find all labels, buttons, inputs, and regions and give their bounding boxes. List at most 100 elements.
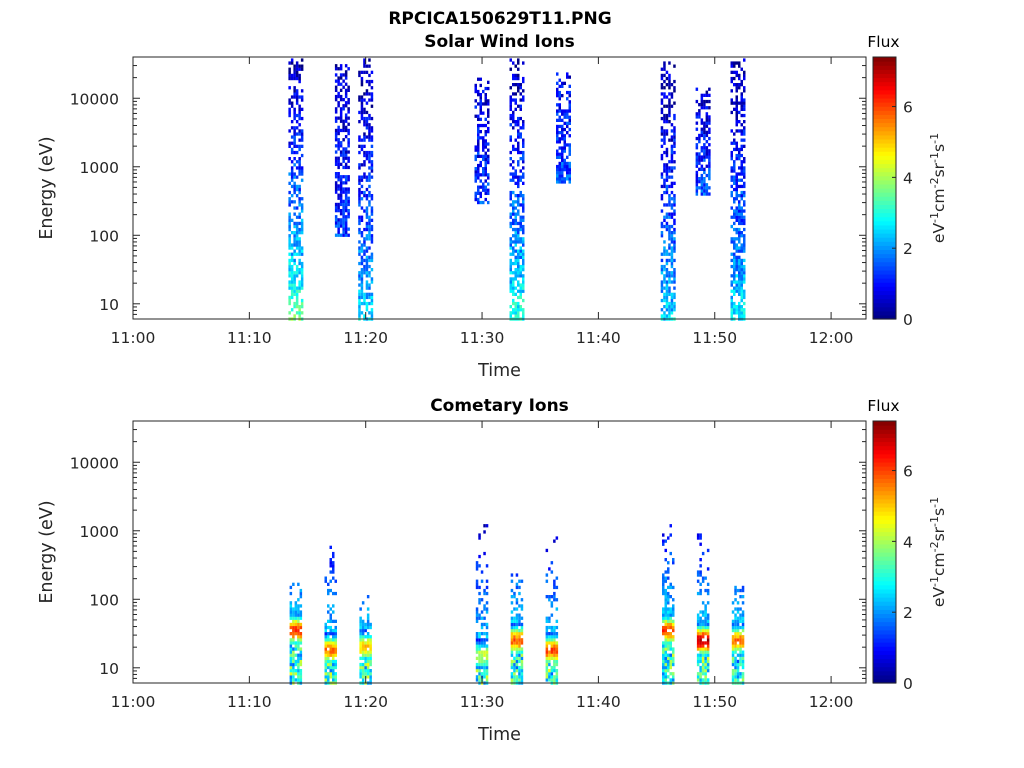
flux-cell — [731, 656, 735, 660]
flux-cell — [514, 243, 517, 247]
flux-cell — [366, 616, 370, 620]
flux-cell — [735, 187, 738, 192]
flux-cell — [479, 102, 482, 106]
flux-cell — [704, 613, 707, 617]
flux-cell — [359, 650, 362, 654]
flux-cell — [548, 678, 551, 682]
flux-cell — [738, 227, 741, 232]
flux-cell — [337, 104, 340, 108]
flux-cell — [365, 264, 369, 269]
flux-cell — [344, 221, 348, 225]
flux-cell — [741, 641, 745, 645]
flux-cell — [668, 314, 671, 318]
flux-cell — [512, 116, 515, 121]
flux-cell — [480, 632, 484, 636]
flux-cell — [344, 156, 348, 160]
flux-cell — [668, 289, 671, 293]
flux-cell — [668, 246, 671, 250]
flux-cell — [512, 120, 515, 124]
flux-cell — [518, 665, 521, 670]
flux-cell — [514, 255, 517, 259]
flux-cell — [337, 205, 340, 210]
flux-cell — [740, 166, 743, 170]
flux-cell — [743, 120, 746, 124]
flux-cell — [738, 292, 741, 296]
flux-cell — [735, 209, 738, 213]
flux-cell — [337, 233, 340, 237]
flux-cell — [669, 656, 672, 660]
colorbar-band — [873, 629, 896, 635]
flux-cell — [327, 625, 330, 630]
flux-cell — [329, 641, 332, 645]
flux-cell — [359, 656, 362, 660]
flux-cell — [477, 77, 480, 81]
flux-cell — [695, 121, 699, 125]
flux-cell — [670, 144, 674, 148]
colorbar-band — [873, 61, 896, 66]
flux-cell — [705, 173, 709, 178]
flux-cell — [299, 653, 303, 657]
flux-cell — [292, 610, 295, 614]
colorbar-band — [873, 474, 896, 479]
flux-cell — [337, 159, 340, 163]
flux-cell — [359, 644, 362, 648]
flux-cell — [668, 98, 671, 102]
flux-cell — [568, 174, 571, 178]
flux-cell — [556, 180, 559, 184]
colorbar-band — [873, 65, 896, 70]
flux-cell — [522, 98, 525, 102]
flux-cell — [734, 659, 737, 664]
flux-cell — [660, 209, 664, 213]
flux-cell — [738, 172, 741, 176]
flux-cell — [295, 120, 299, 124]
flux-cell — [663, 169, 666, 173]
flux-cell — [673, 231, 676, 235]
flux-cell — [663, 280, 666, 284]
flux-cell — [663, 150, 666, 155]
flux-cell — [334, 665, 337, 670]
flux-cell — [324, 641, 327, 645]
flux-cell — [332, 638, 335, 642]
flux-cell — [327, 638, 330, 642]
flux-cell — [550, 647, 554, 651]
flux-cell — [667, 598, 670, 602]
flux-cell — [664, 656, 667, 660]
flux-cell — [512, 144, 515, 148]
flux-cell — [550, 628, 554, 633]
flux-cell — [480, 650, 484, 654]
flux-cell — [700, 177, 704, 181]
flux-cell — [700, 192, 704, 196]
flux-cell — [522, 209, 525, 213]
flux-cell — [480, 662, 484, 667]
flux-cell — [703, 170, 706, 175]
flux-cell — [673, 212, 676, 216]
flux-cell — [663, 305, 666, 309]
flux-cell — [663, 92, 666, 96]
flux-cell — [705, 90, 709, 94]
flux-cell — [512, 190, 515, 195]
flux-cell — [515, 665, 519, 670]
flux-cell — [474, 105, 477, 109]
flux-cell — [509, 150, 512, 155]
flux-cell — [358, 298, 361, 303]
flux-cell — [480, 653, 484, 657]
flux-cell — [553, 632, 556, 636]
flux-cell — [545, 573, 549, 577]
flux-cell — [360, 218, 364, 222]
flux-cell — [347, 202, 350, 207]
flux-cell — [731, 622, 735, 627]
flux-cell — [288, 203, 291, 207]
flux-cell — [344, 135, 348, 139]
flux-cell — [696, 533, 700, 537]
flux-cell — [342, 153, 345, 157]
flux-cell — [479, 179, 482, 183]
flux-cell — [733, 292, 736, 296]
flux-cell — [734, 665, 737, 670]
flux-cell — [361, 665, 365, 670]
flux-cell — [736, 653, 740, 657]
flux-cell — [514, 138, 517, 142]
flux-cell — [514, 218, 517, 222]
flux-cell — [670, 184, 674, 189]
flux-cell — [358, 95, 361, 99]
flux-cell — [290, 104, 294, 108]
